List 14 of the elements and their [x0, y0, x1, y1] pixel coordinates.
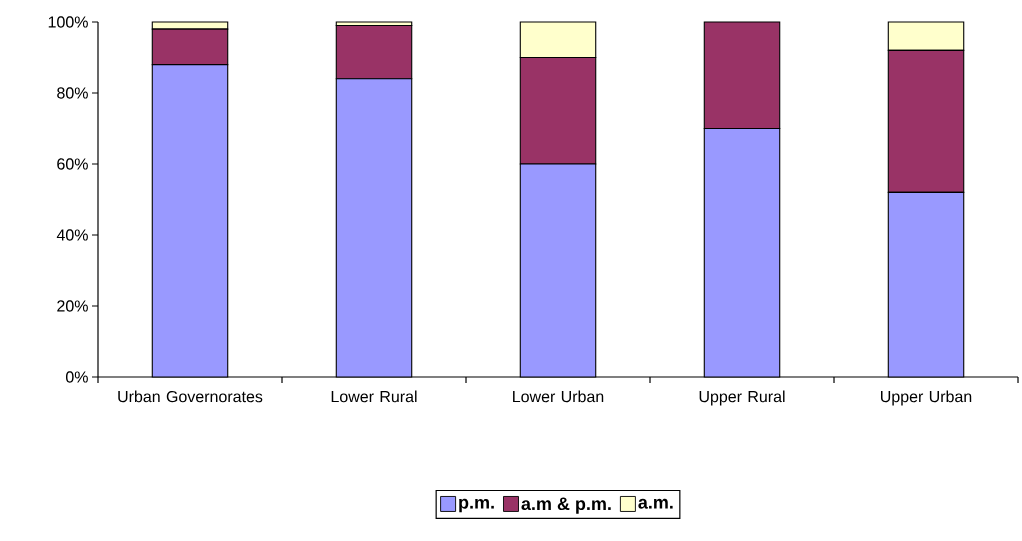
- x-tick-label: Lower Urban: [513, 390, 604, 403]
- y-tick-label: 100%: [48, 16, 88, 28]
- y-tick-label: 80%: [57, 87, 88, 99]
- x-tick-label: Upper Rural: [699, 390, 785, 406]
- x-tick-label: Lower Rural: [331, 390, 417, 403]
- legend-label: p.m.: [459, 498, 494, 513]
- y-tick-label: 40%: [56, 229, 88, 241]
- legend-label: a.m.: [638, 498, 673, 509]
- y-tick-label: 60%: [57, 158, 88, 170]
- y-tick-label: 20%: [57, 300, 88, 312]
- legend-label: a.m & p.m.: [521, 497, 611, 514]
- x-tick-label: Urban Governorates: [118, 390, 263, 403]
- x-tick-label: Upper Urban: [881, 390, 972, 406]
- y-tick-label: 0%: [65, 371, 88, 383]
